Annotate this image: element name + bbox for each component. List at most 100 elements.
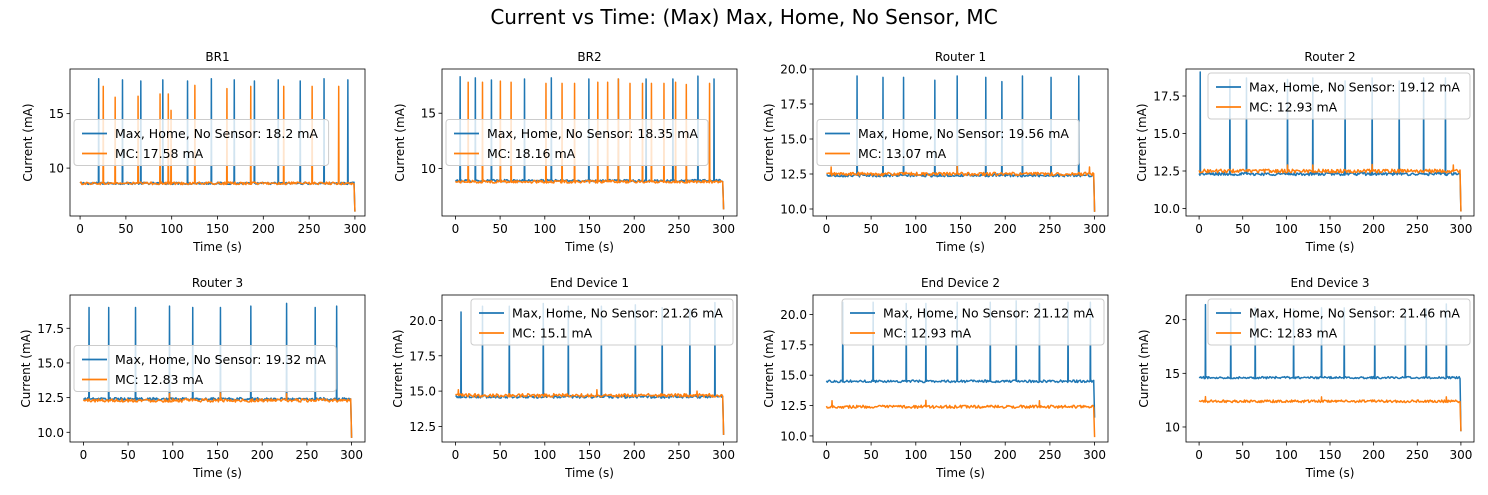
x-tick-label: 150 (1319, 222, 1342, 236)
x-tick-label: 250 (1406, 448, 1429, 462)
x-axis-label: Time (s) (1305, 240, 1355, 254)
y-tick-label: 10.0 (37, 426, 64, 440)
subplot-7: End Device 2 0 50 100 150 200 250 300 10.0 12.5 15… (762, 276, 1109, 480)
y-tick-label: 10 (421, 162, 436, 176)
y-tick-label: 10 (1165, 420, 1180, 434)
series-line-2 (1198, 163, 1462, 212)
legend-box (445, 119, 709, 166)
x-tick-label: 300 (1449, 222, 1472, 236)
y-axis-label: Current (mA) (1135, 103, 1149, 181)
x-tick-label: 250 (667, 448, 690, 462)
legend: Max, Home, No Sensor: 19.32 mA MC: 12.83 … (73, 345, 337, 392)
y-tick-label: 17.5 (409, 349, 436, 363)
x-tick-label: 150 (578, 222, 601, 236)
x-tick-label: 200 (252, 222, 275, 236)
legend-entry: MC: 17.58 mA (115, 146, 204, 161)
x-tick-label: 50 (1235, 222, 1250, 236)
subplot-title: Router 1 (935, 50, 986, 64)
y-tick-label: 12.5 (780, 168, 807, 182)
y-axis-label: Current (mA) (19, 329, 33, 407)
x-tick-label: 150 (1319, 448, 1342, 462)
x-tick-label: 300 (1083, 222, 1106, 236)
x-axis-label: Time (s) (192, 466, 242, 480)
y-tick-label: 20.0 (409, 314, 436, 328)
plot-area (1198, 71, 1462, 212)
x-tick-label: 0 (452, 222, 460, 236)
subplot-2: BR2 0 50 100 150 200 250 300 10 15 Time (s) Current… (393, 50, 738, 254)
x-tick-label: 0 (1195, 448, 1203, 462)
series-line-1 (1198, 303, 1462, 432)
subplot-8: End Device 3 0 50 100 150 200 250 300 10 15 20 Time… (1137, 276, 1475, 480)
x-tick-label: 50 (863, 222, 878, 236)
y-tick-label: 17.5 (1153, 90, 1180, 104)
y-axis-label: Current (mA) (762, 103, 776, 181)
y-tick-label: 15 (421, 107, 436, 121)
legend: Max, Home, No Sensor: 18.35 mA MC: 18.16 … (445, 119, 709, 166)
subplot-4: Router 2 0 50 100 150 200 250 300 10.0 12.5 15.0 17… (1135, 50, 1475, 254)
y-tick-label: 10.0 (780, 429, 807, 443)
subplot-title: End Device 2 (921, 276, 1000, 290)
y-tick-label: 15 (49, 107, 64, 121)
y-tick-label: 12.5 (409, 420, 436, 434)
y-tick-label: 15.0 (780, 369, 807, 383)
legend-entry: MC: 12.93 mA (883, 326, 972, 341)
legend-entry: Max, Home, No Sensor: 18.2 mA (115, 126, 318, 141)
legend-entry: MC: 15.1 mA (512, 326, 593, 341)
x-tick-label: 50 (492, 222, 507, 236)
x-tick-label: 150 (578, 448, 601, 462)
x-tick-label: 150 (206, 448, 229, 462)
x-tick-label: 200 (1362, 222, 1385, 236)
x-tick-label: 50 (863, 448, 878, 462)
x-tick-label: 300 (1449, 448, 1472, 462)
x-tick-label: 200 (994, 222, 1017, 236)
x-axis-label: Time (s) (935, 466, 985, 480)
x-tick-label: 200 (994, 448, 1017, 462)
subplot-5: Router 3 0 50 100 150 200 250 300 10.0 12.5 15.0 17… (19, 276, 366, 480)
plot-area (825, 300, 1096, 438)
x-axis-label: Time (s) (935, 240, 985, 254)
x-tick-label: 100 (1275, 222, 1298, 236)
x-tick-label: 0 (823, 222, 831, 236)
legend-entry: Max, Home, No Sensor: 21.12 mA (883, 306, 1094, 321)
subplot-title: End Device 3 (1290, 276, 1369, 290)
x-tick-label: 0 (452, 448, 460, 462)
x-axis-label: Time (s) (1305, 466, 1355, 480)
series-line-1 (1198, 71, 1462, 212)
legend: Max, Home, No Sensor: 18.2 mA MC: 17.58 m… (73, 119, 330, 166)
x-tick-label: 200 (623, 448, 646, 462)
y-axis-label: Current (mA) (21, 103, 35, 181)
y-tick-label: 15 (1165, 367, 1180, 381)
x-tick-label: 100 (161, 448, 184, 462)
y-tick-label: 15.0 (780, 133, 807, 147)
plot-area (1198, 303, 1462, 432)
subplot-3: Router 1 0 50 100 150 200 250 300 10.0 12.5 15.0 17… (762, 50, 1109, 254)
legend-entry: MC: 12.83 mA (1249, 326, 1338, 341)
subplot-title: BR2 (577, 50, 601, 64)
legend-entry: Max, Home, No Sensor: 21.46 mA (1249, 306, 1460, 321)
subplot-title: Router 3 (192, 276, 243, 290)
x-tick-label: 150 (949, 222, 972, 236)
legend-entry: Max, Home, No Sensor: 19.12 mA (1249, 80, 1460, 95)
x-axis-label: Time (s) (564, 240, 614, 254)
legend-box (1207, 298, 1471, 346)
y-tick-label: 10 (49, 162, 64, 176)
x-tick-label: 50 (1235, 448, 1250, 462)
x-tick-label: 250 (1406, 222, 1429, 236)
legend: Max, Home, No Sensor: 21.12 mA MC: 12.93 … (841, 298, 1105, 346)
legend-entry: MC: 12.83 mA (115, 372, 204, 387)
x-tick-label: 0 (80, 448, 88, 462)
x-axis-label: Time (s) (192, 240, 242, 254)
legend: Max, Home, No Sensor: 21.26 mA MC: 15.1 m… (470, 298, 734, 346)
legend-box (73, 345, 337, 392)
series-line-2 (825, 399, 1096, 438)
x-tick-label: 300 (712, 222, 735, 236)
legend-box (1207, 72, 1471, 120)
legend: Max, Home, No Sensor: 19.12 mA MC: 12.93 … (1207, 72, 1471, 120)
x-tick-label: 300 (1083, 448, 1106, 462)
y-tick-label: 10.0 (1153, 202, 1180, 216)
x-tick-label: 100 (533, 448, 556, 462)
x-tick-label: 100 (533, 222, 556, 236)
x-tick-label: 300 (343, 222, 366, 236)
